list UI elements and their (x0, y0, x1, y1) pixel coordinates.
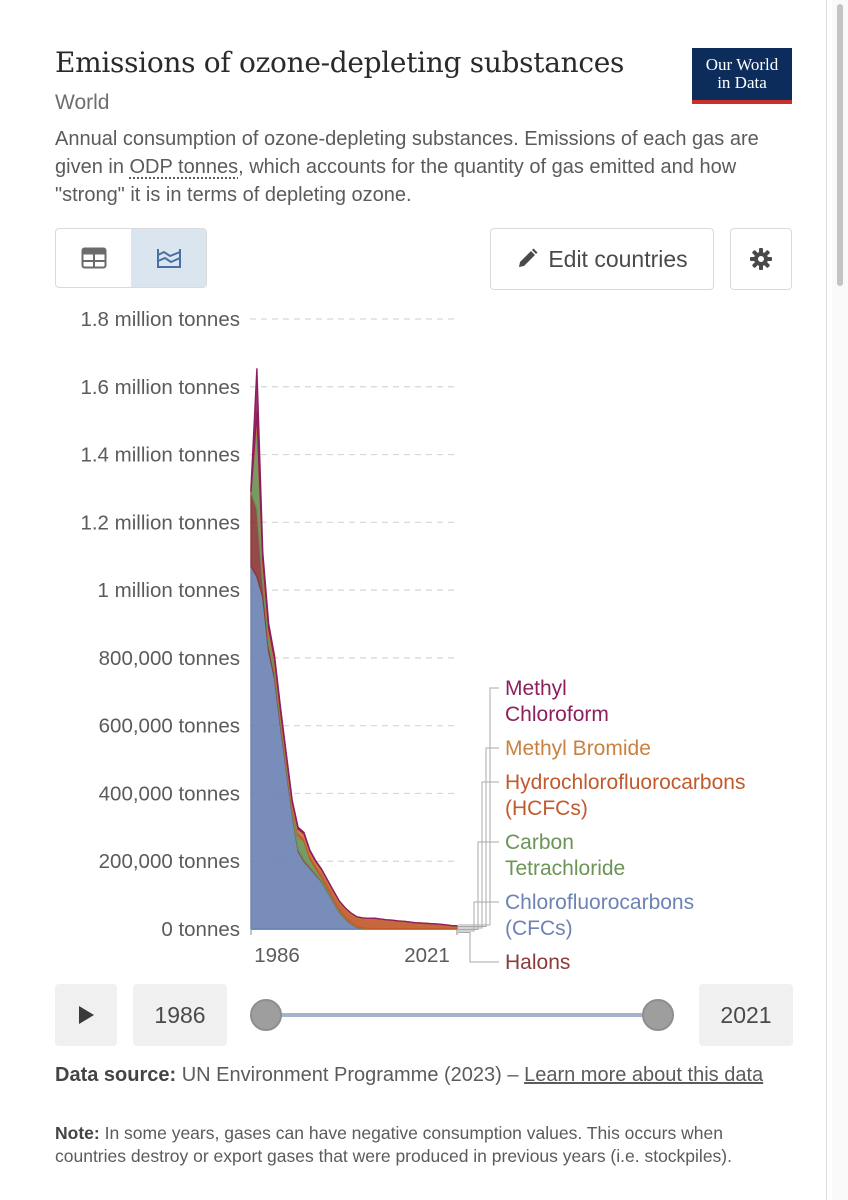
source-label: Data source: (55, 1064, 177, 1086)
scrollbar-thumb[interactable] (837, 4, 843, 286)
timeline: 1986 2021 (55, 984, 793, 1046)
chart-card: Emissions of ozone-depleting substances … (55, 0, 827, 1200)
play-icon (79, 1006, 94, 1024)
x-tick-label: 1986 (254, 944, 300, 967)
legend-label[interactable]: Tetrachloride (505, 857, 625, 880)
description-text-1: Annual consumption of ozone-depleting su… (55, 128, 759, 178)
y-tick-label: 400,000 tonnes (99, 782, 240, 805)
end-year-box[interactable]: 2021 (699, 984, 793, 1046)
settings-button[interactable] (730, 228, 792, 290)
legend-label[interactable]: Chlorofluorocarbons (505, 891, 694, 914)
learn-more-link[interactable]: Learn more about this data (524, 1064, 764, 1086)
legend-connector (458, 932, 499, 963)
logo-line-1: Our World (705, 55, 779, 74)
source-text: UN Environment Programme (2023) – (176, 1064, 525, 1086)
chart-view-button[interactable] (131, 229, 206, 287)
chart-note: Note: In some years, gases can have nega… (55, 1122, 755, 1168)
note-label: Note: (55, 1123, 100, 1143)
gear-icon (750, 248, 772, 270)
area-series-5[interactable] (250, 368, 458, 927)
y-tick-label: 1.2 million tonnes (80, 511, 240, 534)
legend-label[interactable]: Hydrochlorofluorocarbons (505, 771, 745, 794)
stacked-area-chart: 0 tonnes 200,000 tonnes 400,000 tonnes 600,… (80, 308, 745, 974)
timeline-slider-track[interactable] (266, 1013, 658, 1017)
y-tick-label: 1.6 million tonnes (80, 376, 240, 399)
pencil-icon (519, 248, 538, 267)
legend-label[interactable]: (HCFCs) (505, 797, 588, 820)
legend-label[interactable]: Methyl Bromide (505, 737, 651, 760)
table-view-button[interactable] (56, 229, 131, 287)
edit-countries-label: Edit countries (548, 245, 688, 272)
y-tick-label: 1.8 million tonnes (80, 308, 240, 331)
chart-title: Emissions of ozone-depleting substances (55, 46, 625, 79)
legend-label[interactable]: Methyl (505, 677, 567, 700)
logo-line-2: in Data (717, 73, 767, 92)
y-tick-label: 800,000 tonnes (99, 647, 240, 670)
data-source: Data source: UN Environment Programme (2… (55, 1062, 785, 1088)
legend-label[interactable]: Halons (505, 951, 570, 974)
y-tick-label: 600,000 tonnes (99, 715, 240, 738)
description-text-2: , which accounts for the quantity of gas… (55, 156, 737, 206)
page-scrollbar[interactable] (832, 0, 848, 1200)
odp-tonnes-link[interactable]: ODP tonnes (129, 156, 239, 178)
legend-label[interactable]: Chloroform (505, 703, 609, 726)
table-icon (81, 247, 106, 269)
chart-description: Annual consumption of ozone-depleting su… (55, 125, 785, 209)
play-button[interactable] (55, 984, 117, 1046)
start-year-handle[interactable] (250, 999, 282, 1031)
area-series-0[interactable] (250, 565, 458, 930)
legend-label[interactable]: (CFCs) (505, 917, 573, 940)
y-tick-label: 200,000 tonnes (99, 850, 240, 873)
y-tick-label: 0 tonnes (161, 918, 240, 941)
legend-connector (458, 901, 499, 932)
legend-connector (458, 841, 499, 930)
y-tick-label: 1 million tonnes (98, 579, 240, 602)
legend-connector (458, 747, 499, 927)
view-toggle (55, 228, 207, 288)
stacked-area-chart-icon (156, 249, 181, 268)
owid-logo[interactable]: Our World in Data (692, 48, 792, 104)
note-text: In some years, gases can have negative c… (55, 1123, 732, 1166)
legend-label[interactable]: Carbon (505, 831, 574, 854)
edit-countries-button[interactable]: Edit countries (490, 228, 714, 290)
y-tick-label: 1.4 million tonnes (80, 444, 240, 467)
entity-name: World (55, 91, 110, 114)
end-year-handle[interactable] (642, 999, 674, 1031)
legend-connector (458, 781, 499, 929)
x-tick-label: 2021 (404, 944, 450, 967)
start-year-box[interactable]: 1986 (133, 984, 227, 1046)
